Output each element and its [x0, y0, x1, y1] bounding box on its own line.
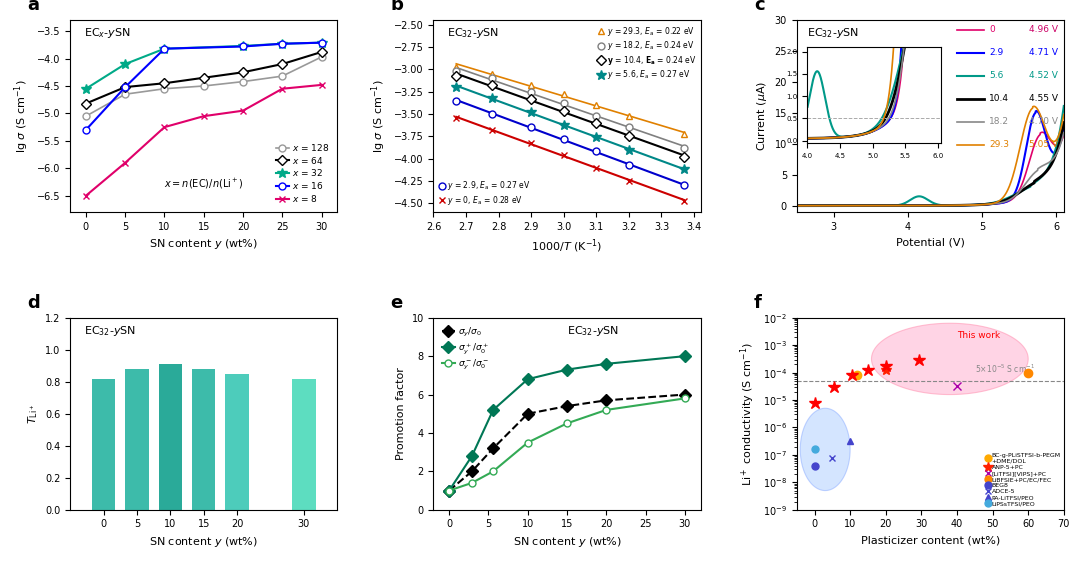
- Text: 2.9: 2.9: [989, 48, 1003, 57]
- $\sigma_y^-$/$\sigma_0^-$: [678, 395, 691, 402]
- Y-axis label: Promotion factor: Promotion factor: [396, 367, 406, 460]
- Bar: [226, 374, 248, 510]
- Text: c: c: [754, 0, 765, 14]
- Y-axis label: lg $\sigma$ (S cm$^{-1}$): lg $\sigma$ (S cm$^{-1}$): [369, 79, 389, 153]
- Text: 10.4: 10.4: [989, 94, 1009, 103]
- Legend: BC-g-PLiSTFSI-b-PEGM
+DME/DOL, ANP-5+PC, [LiTFSI][VIPS]+PC, LiBFSIE+PC/EC/FEC, B: BC-g-PLiSTFSI-b-PEGM +DME/DOL, ANP-5+PC,…: [983, 450, 1063, 509]
- Text: 5×10$^{-5}$ S cm$^{-1}$: 5×10$^{-5}$ S cm$^{-1}$: [975, 363, 1036, 376]
- $\sigma_y$/$\sigma_0$: [599, 397, 612, 404]
- Text: EC$_{32}$-$y$SN: EC$_{32}$-$y$SN: [567, 324, 619, 338]
- $\sigma_y^+$/$\sigma_0^+$: [561, 366, 573, 373]
- Text: EC$_{32}$-$y$SN: EC$_{32}$-$y$SN: [83, 324, 136, 338]
- Bar: [192, 369, 215, 510]
- Polygon shape: [800, 408, 850, 491]
- Text: 4.70 V: 4.70 V: [1029, 118, 1058, 126]
- X-axis label: 1000/$T$ (K$^{-1}$): 1000/$T$ (K$^{-1}$): [531, 237, 603, 255]
- Bar: [125, 369, 149, 510]
- $\sigma_y^+$/$\sigma_0^+$: [443, 487, 456, 494]
- Legend: $\sigma_y$/$\sigma_0$, $\sigma_y^+$/$\sigma_0^+$, $\sigma_y^-$/$\sigma_0^-$: $\sigma_y$/$\sigma_0$, $\sigma_y^+$/$\si…: [438, 323, 492, 375]
- Text: 4.52 V: 4.52 V: [1029, 71, 1058, 80]
- $\sigma_y$/$\sigma_0$: [678, 391, 691, 398]
- Text: EC$_{32}$-$y$SN: EC$_{32}$-$y$SN: [808, 26, 860, 40]
- Bar: [159, 364, 183, 510]
- $\sigma_y^-$/$\sigma_0^-$: [465, 479, 478, 486]
- Line: $\sigma_y^+$/$\sigma_0^+$: $\sigma_y^+$/$\sigma_0^+$: [445, 352, 689, 495]
- Text: 29.3: 29.3: [989, 141, 1009, 149]
- $\sigma_y^+$/$\sigma_0^+$: [487, 407, 500, 414]
- $\sigma_y^+$/$\sigma_0^+$: [599, 361, 612, 367]
- Text: 4.96 V: 4.96 V: [1029, 25, 1058, 34]
- Text: 4.71 V: 4.71 V: [1029, 48, 1058, 57]
- $\sigma_y$/$\sigma_0$: [443, 487, 456, 494]
- Legend: $y$ = 2.9, $E_\mathrm{a}$ = 0.27 eV, $y$ = 0, $E_\mathrm{a}$ = 0.28 eV: $y$ = 2.9, $E_\mathrm{a}$ = 0.27 eV, $y$…: [435, 176, 534, 210]
- $\sigma_y$/$\sigma_0$: [522, 410, 535, 417]
- $\sigma_y^+$/$\sigma_0^+$: [522, 376, 535, 382]
- Text: b: b: [391, 0, 404, 14]
- $\sigma_y^+$/$\sigma_0^+$: [678, 353, 691, 359]
- X-axis label: SN content $y$ (wt%): SN content $y$ (wt%): [149, 535, 258, 549]
- X-axis label: Potential (V): Potential (V): [895, 237, 964, 248]
- Y-axis label: lg $\sigma$ (S cm$^{-1}$): lg $\sigma$ (S cm$^{-1}$): [13, 79, 31, 153]
- $\sigma_y^-$/$\sigma_0^-$: [487, 468, 500, 475]
- X-axis label: Plasticizer content (wt%): Plasticizer content (wt%): [861, 535, 1000, 545]
- Text: f: f: [754, 294, 761, 312]
- $\sigma_y^-$/$\sigma_0^-$: [561, 420, 573, 427]
- X-axis label: SN content $y$ (wt%): SN content $y$ (wt%): [513, 535, 621, 549]
- Text: 4.55 V: 4.55 V: [1029, 94, 1058, 103]
- Text: EC$_x$-$y$SN: EC$_x$-$y$SN: [83, 26, 131, 40]
- Text: 5.05 V: 5.05 V: [1029, 141, 1058, 149]
- Text: This work: This work: [957, 331, 1000, 340]
- $\sigma_y$/$\sigma_0$: [561, 403, 573, 410]
- Polygon shape: [872, 323, 1028, 395]
- $\sigma_y^-$/$\sigma_0^-$: [443, 487, 456, 494]
- $\sigma_y^-$/$\sigma_0^-$: [599, 407, 612, 414]
- X-axis label: SN content $y$ (wt%): SN content $y$ (wt%): [149, 237, 258, 252]
- Bar: [92, 378, 116, 510]
- Y-axis label: Li$^+$ conductivity (S cm$^{-1}$): Li$^+$ conductivity (S cm$^{-1}$): [739, 342, 757, 486]
- Text: 0: 0: [989, 25, 995, 34]
- $\sigma_y$/$\sigma_0$: [465, 468, 478, 475]
- Bar: [293, 378, 315, 510]
- Legend: $x$ = 128, $x$ = 64, $x$ = 32, $x$ = 16, $x$ = 8: $x$ = 128, $x$ = 64, $x$ = 32, $x$ = 16,…: [272, 138, 333, 207]
- Text: e: e: [391, 294, 403, 312]
- Text: $x = n$(EC)$/n$(Li$^+$): $x = n$(EC)$/n$(Li$^+$): [164, 177, 244, 191]
- Text: 5.6: 5.6: [989, 71, 1003, 80]
- $\sigma_y$/$\sigma_0$: [487, 445, 500, 452]
- Y-axis label: Current ($\mu$A): Current ($\mu$A): [755, 81, 769, 151]
- Y-axis label: $T_{\mathrm{Li}^+}$: $T_{\mathrm{Li}^+}$: [26, 404, 40, 424]
- Text: a: a: [27, 0, 40, 14]
- Line: $\sigma_y$/$\sigma_0$: $\sigma_y$/$\sigma_0$: [445, 391, 689, 495]
- Line: $\sigma_y^-$/$\sigma_0^-$: $\sigma_y^-$/$\sigma_0^-$: [446, 395, 688, 494]
- Text: d: d: [27, 294, 40, 312]
- Text: 18.2: 18.2: [989, 118, 1009, 126]
- $\sigma_y^+$/$\sigma_0^+$: [465, 453, 478, 460]
- $\sigma_y^-$/$\sigma_0^-$: [522, 439, 535, 446]
- Text: EC$_{32}$-$y$SN: EC$_{32}$-$y$SN: [447, 26, 499, 40]
